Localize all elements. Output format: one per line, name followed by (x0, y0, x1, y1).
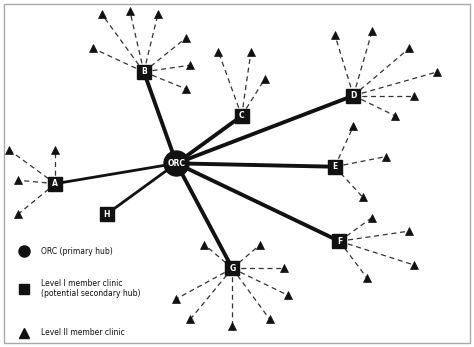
Text: D: D (350, 91, 356, 100)
Text: G: G (229, 264, 236, 273)
Text: E: E (332, 162, 337, 171)
Text: Level II member clinic: Level II member clinic (41, 328, 125, 337)
Text: Level I member clinic
(potential secondary hub): Level I member clinic (potential seconda… (41, 279, 141, 298)
Text: A: A (53, 179, 58, 188)
Text: B: B (141, 67, 147, 76)
Text: ORC: ORC (167, 159, 185, 168)
Text: C: C (239, 111, 245, 120)
Text: H: H (103, 210, 110, 219)
Text: F: F (337, 237, 342, 246)
Text: ORC (primary hub): ORC (primary hub) (41, 247, 113, 256)
